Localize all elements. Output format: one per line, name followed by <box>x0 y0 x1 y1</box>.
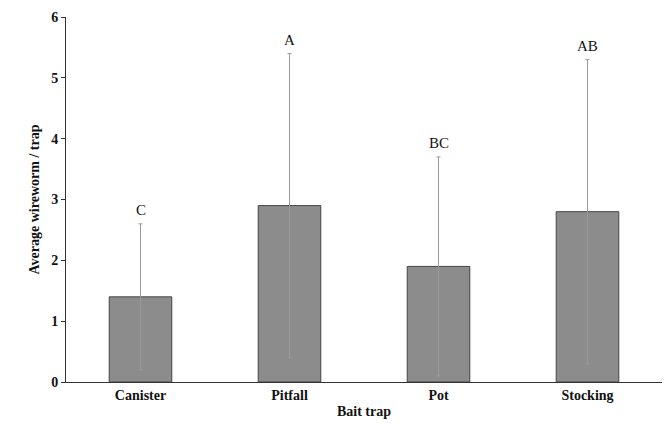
svg-text:C: C <box>136 202 146 218</box>
svg-text:AB: AB <box>577 38 598 54</box>
svg-text:BC: BC <box>429 135 449 151</box>
svg-text:Pot: Pot <box>428 388 449 403</box>
svg-text:Canister: Canister <box>115 388 166 403</box>
svg-text:4: 4 <box>51 132 58 147</box>
svg-text:3: 3 <box>51 192 58 207</box>
svg-text:A: A <box>284 32 295 48</box>
svg-text:2: 2 <box>51 253 58 268</box>
svg-text:Stocking: Stocking <box>561 388 613 403</box>
svg-text:Bait trap: Bait trap <box>337 404 391 419</box>
svg-text:1: 1 <box>51 314 58 329</box>
svg-text:6: 6 <box>51 10 58 25</box>
svg-text:Average wireworm / trap: Average wireworm / trap <box>27 124 42 274</box>
svg-text:5: 5 <box>51 71 58 86</box>
svg-text:Pitfall: Pitfall <box>271 388 308 403</box>
svg-text:0: 0 <box>51 375 58 390</box>
